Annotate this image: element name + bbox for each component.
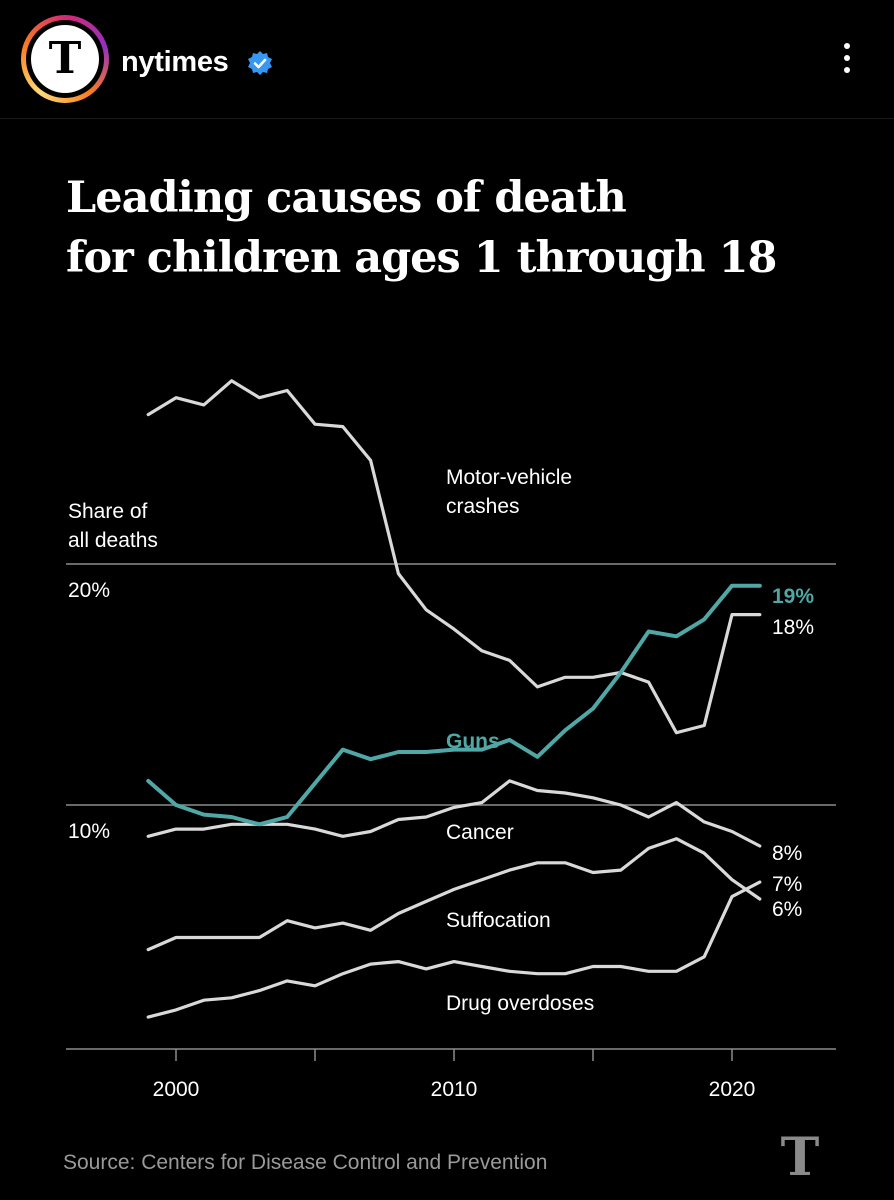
chart-title: Leading causes of death for children ages… [66, 168, 846, 288]
end-value-label-cancer: 8% [772, 842, 802, 865]
chart-title-line: for children ages 1 through 18 [66, 233, 777, 283]
series-line-guns [146, 583, 762, 827]
x-tick-label-2000: 2000 [153, 1078, 200, 1101]
series-line-drug-overdoses [146, 880, 762, 1019]
series-line-motor-vehicle-crashes [146, 379, 762, 735]
series-line-cancer [146, 779, 762, 848]
series-line-suffocation [146, 837, 762, 952]
x-tick-label-2020: 2020 [709, 1078, 756, 1101]
account-avatar[interactable]: T [21, 15, 109, 103]
end-value-label-motor-vehicle-crashes: 18% [772, 616, 814, 639]
series-label-cancer: Cancer [446, 821, 514, 844]
series-label-motor-vehicle-crashes: crashes [446, 495, 520, 518]
series-label-motor-vehicle-crashes: Motor-vehicle [446, 466, 572, 489]
y-tick-label-10: 10% [68, 820, 110, 843]
nyt-logo-icon: T [780, 1127, 820, 1188]
series-label-suffocation: Suffocation [446, 909, 551, 932]
line-chart: 10% 20% Share of all deaths 2000 2010 2020 Moto… [66, 379, 836, 1101]
y-axis-label: all deaths [68, 529, 158, 552]
x-tick-label-2010: 2010 [431, 1078, 478, 1101]
post-header: T nytimes [0, 0, 894, 119]
nyt-avatar-icon: T [31, 25, 99, 93]
end-value-label-drug-overdoses: 7% [772, 873, 802, 896]
source-note: Source: Centers for Disease Control and … [63, 1151, 548, 1174]
end-value-label-suffocation: 6% [772, 898, 802, 921]
y-axis-label: Share of [68, 500, 148, 523]
chart-title-line: Leading causes of death [66, 173, 627, 223]
y-tick-label-20: 20% [68, 579, 110, 602]
more-options-icon[interactable] [836, 40, 858, 80]
end-value-label-guns: 19% [772, 585, 814, 608]
series-label-guns: Guns [446, 730, 500, 753]
series-label-drug-overdoses: Drug overdoses [446, 992, 594, 1015]
verified-badge-icon [248, 51, 272, 75]
account-name[interactable]: nytimes [121, 46, 229, 78]
